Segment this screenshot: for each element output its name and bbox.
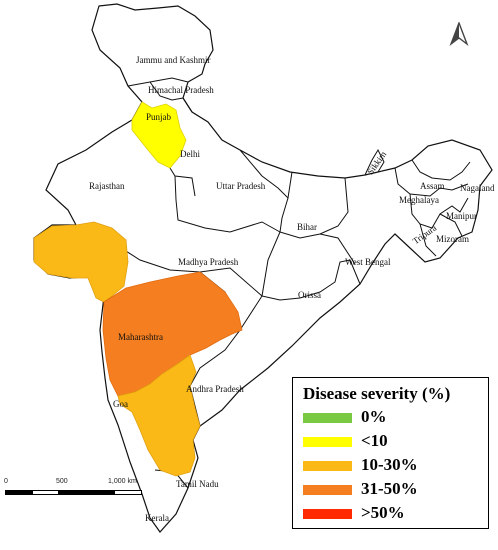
state-maharashtra: [102, 271, 243, 397]
label-tamil-nadu: Tamil Nadu: [176, 479, 219, 489]
label-west-bengal: West Bengal: [345, 257, 391, 267]
scale-tick-1: 500: [56, 478, 68, 485]
state-punjab-haryana: [131, 101, 187, 169]
label-assam: Assam: [420, 181, 445, 191]
label-madhya-pradesh: Madhya Pradesh: [178, 257, 239, 267]
north-arrow-icon: [449, 22, 469, 46]
legend: Disease severity (%) 0% <10 10-30% 31-50…: [292, 377, 489, 529]
legend-swatch-1: [303, 437, 352, 447]
label-goa: Goa: [113, 399, 128, 409]
scale-segment-1: [5, 490, 32, 495]
legend-label-1: <10: [361, 431, 388, 450]
legend-swatch-3: [303, 485, 352, 495]
scale-tick-0: 0: [4, 478, 8, 485]
label-jammu-kashmir: Jammu and Kashmir: [136, 55, 211, 65]
legend-title: Disease severity (%): [303, 384, 451, 403]
state-gujarat: [33, 221, 129, 303]
label-himachal-pradesh: Himachal Pradesh: [148, 85, 214, 95]
label-manipur: Manipur: [446, 211, 477, 221]
label-mizoram: Mizoram: [436, 234, 469, 244]
scale-segment-2: [32, 490, 59, 495]
scale-tick-2: 1,000 km: [108, 478, 137, 485]
legend-swatch-2: [303, 461, 352, 471]
legend-label-2: 10-30%: [361, 455, 418, 474]
legend-label-3: 31-50%: [361, 479, 418, 498]
legend-swatch-0: [303, 413, 352, 423]
label-rajasthan: Rajasthan: [89, 181, 125, 191]
label-bihar: Bihar: [297, 222, 317, 232]
legend-label-4: >50%: [361, 503, 405, 522]
label-andhra-pradesh: Andhra Pradesh: [186, 384, 244, 394]
label-maharashtra: Maharashtra: [118, 332, 163, 342]
label-punjab: Punjab: [146, 112, 172, 122]
label-orissa: Orissa: [298, 290, 321, 300]
scale-segment-4: [114, 490, 142, 495]
label-uttar-pradesh: Uttar Pradesh: [216, 181, 266, 191]
legend-label-0: 0%: [361, 407, 387, 426]
label-kerala: Kerala: [145, 513, 169, 523]
state-karnataka: [117, 354, 201, 477]
scale-segment-3: [59, 490, 114, 495]
scale-bar: 0 500 1,000 km: [4, 478, 154, 508]
label-nagaland: Nagaland: [460, 183, 495, 193]
label-delhi: Delhi: [180, 149, 200, 159]
legend-swatch-4: [303, 509, 352, 519]
label-meghalaya: Meghalaya: [399, 195, 439, 205]
